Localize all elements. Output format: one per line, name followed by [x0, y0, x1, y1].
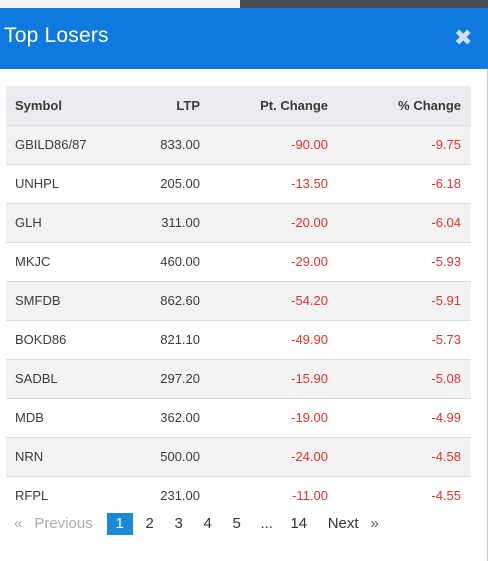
- table-row: NRN 500.00 -24.00 -4.58: [6, 437, 471, 476]
- pct-change-cell: -6.18: [431, 176, 461, 191]
- column-header-symbol[interactable]: Symbol: [15, 97, 62, 113]
- pct-change-cell: -6.04: [431, 215, 461, 230]
- pt-change-cell: -24.00: [291, 449, 328, 464]
- ltp-cell: 311.00: [161, 215, 200, 230]
- pt-change-cell: -19.00: [291, 410, 328, 425]
- ltp-cell: 460.00: [160, 254, 200, 269]
- ltp-cell: 205.00: [160, 176, 200, 191]
- page-button-2[interactable]: 2: [145, 515, 154, 532]
- symbol-cell[interactable]: NRN: [15, 449, 44, 464]
- losers-table: Symbol LTP Pt. Change % Change GBILD86/8…: [6, 86, 471, 515]
- symbol-cell[interactable]: GBILD86/87: [15, 137, 87, 152]
- table-row: RFPL 231.00 -11.00 -4.55: [6, 476, 471, 515]
- previous-arrow-icon: «: [14, 515, 23, 532]
- page-button-3[interactable]: 3: [174, 515, 183, 532]
- ltp-cell: 297.20: [160, 371, 200, 386]
- ltp-cell: 231.00: [160, 488, 200, 504]
- modal-title: Top Losers: [4, 24, 109, 47]
- pt-change-cell: -13.50: [291, 176, 328, 191]
- pct-change-cell: -9.75: [431, 137, 461, 152]
- symbol-cell[interactable]: GLH: [15, 215, 42, 230]
- symbol-cell[interactable]: MKJC: [15, 254, 51, 269]
- symbol-cell[interactable]: MDB: [15, 410, 44, 425]
- table-row: SADBL 297.20 -15.90 -5.08: [6, 359, 471, 398]
- column-header-pct-change[interactable]: % Change: [398, 97, 461, 113]
- pt-change-cell: -54.20: [291, 293, 328, 308]
- page-button-5[interactable]: 5: [232, 515, 241, 532]
- pct-change-cell: -4.99: [431, 410, 461, 425]
- next-arrow-icon: »: [370, 515, 379, 532]
- table-header-row: Symbol LTP Pt. Change % Change: [6, 86, 471, 125]
- ltp-cell: 833.00: [160, 137, 200, 152]
- top-losers-modal: Top Losers ✖ Symbol LTP Pt. Change % Cha…: [0, 8, 488, 561]
- ltp-cell: 362.00: [160, 410, 200, 425]
- previous-label: Previous: [34, 515, 93, 532]
- symbol-cell[interactable]: BOKD86: [15, 332, 67, 347]
- pct-change-cell: -4.58: [431, 449, 461, 464]
- table-row: GBILD86/87 833.00 -90.00 -9.75: [6, 125, 471, 164]
- pct-change-cell: -4.55: [431, 488, 461, 504]
- table-row: UNHPL 205.00 -13.50 -6.18: [6, 164, 471, 203]
- table-row: MDB 362.00 -19.00 -4.99: [6, 398, 471, 437]
- modal-header: Top Losers ✖: [0, 8, 488, 69]
- next-page-button[interactable]: Next »: [328, 513, 379, 535]
- background-strip-light: [0, 0, 240, 8]
- symbol-cell[interactable]: UNHPL: [15, 176, 60, 191]
- symbol-cell[interactable]: RFPL: [15, 488, 49, 504]
- table-row: BOKD86 821.10 -49.90 -5.73: [6, 320, 471, 359]
- page-button-14[interactable]: 14: [290, 515, 308, 532]
- close-icon[interactable]: ✖: [454, 25, 473, 50]
- page-button-4[interactable]: 4: [203, 515, 212, 532]
- column-header-ltp[interactable]: LTP: [176, 97, 200, 113]
- column-header-pt-change[interactable]: Pt. Change: [260, 97, 328, 113]
- table-row: MKJC 460.00 -29.00 -5.93: [6, 242, 471, 281]
- symbol-cell[interactable]: SADBL: [15, 371, 58, 386]
- pct-change-cell: -5.73: [431, 332, 461, 347]
- next-label: Next: [327, 515, 359, 532]
- pct-change-cell: -5.08: [431, 371, 461, 386]
- background-strip: [0, 0, 488, 8]
- pagination: « Previous 1 2 3 4 5 ... 14 Next »: [14, 512, 379, 536]
- pagination-ellipsis: ...: [260, 515, 273, 532]
- pt-change-cell: -20.00: [291, 215, 328, 230]
- table-row: GLH 311.00 -20.00 -6.04: [6, 203, 471, 242]
- pct-change-cell: -5.93: [431, 254, 461, 269]
- ltp-cell: 821.10: [160, 332, 200, 347]
- pt-change-cell: -49.90: [291, 332, 328, 347]
- pt-change-cell: -15.90: [291, 371, 328, 386]
- ltp-cell: 862.60: [160, 293, 200, 308]
- ltp-cell: 500.00: [160, 449, 200, 464]
- previous-page-button[interactable]: « Previous: [14, 513, 93, 535]
- pct-change-cell: -5.91: [431, 293, 461, 308]
- page-button-1[interactable]: 1: [106, 513, 133, 535]
- pt-change-cell: -11.00: [292, 488, 328, 504]
- table-row: SMFDB 862.60 -54.20 -5.91: [6, 281, 471, 320]
- pt-change-cell: -90.00: [291, 137, 328, 152]
- symbol-cell[interactable]: SMFDB: [15, 293, 61, 308]
- pt-change-cell: -29.00: [291, 254, 328, 269]
